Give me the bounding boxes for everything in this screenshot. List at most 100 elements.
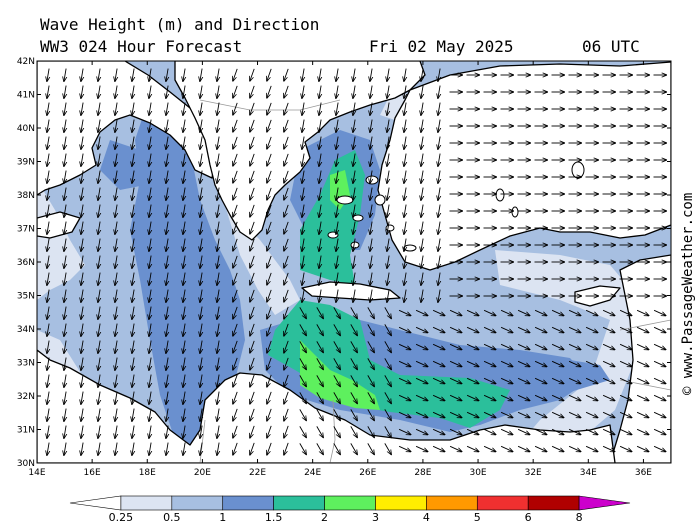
- direction-arrow: [115, 408, 117, 422]
- direction-arrow: [267, 272, 272, 285]
- direction-arrow: [619, 326, 632, 332]
- direction-arrow: [466, 394, 479, 400]
- direction-arrow: [200, 119, 202, 133]
- direction-arrow: [421, 85, 423, 99]
- direction-arrow: [115, 68, 117, 82]
- direction-arrow: [98, 153, 100, 167]
- direction-arrow: [333, 426, 341, 437]
- lon-tick-label: 24E: [304, 468, 321, 478]
- direction-arrow: [367, 392, 375, 403]
- direction-arrow: [98, 85, 100, 99]
- direction-arrow: [64, 340, 66, 354]
- direction-arrow: [284, 306, 289, 319]
- direction-arrow: [653, 309, 666, 315]
- direction-arrow: [387, 102, 389, 116]
- direction-arrow: [183, 306, 185, 320]
- direction-arrow: [350, 375, 358, 386]
- direction-arrow: [233, 85, 238, 98]
- direction-arrow: [81, 408, 83, 422]
- direction-arrow: [200, 374, 202, 388]
- direction-arrow: [267, 289, 272, 302]
- direction-arrow: [149, 374, 151, 388]
- direction-arrow: [250, 425, 255, 438]
- direction-arrow: [333, 324, 341, 335]
- direction-arrow: [166, 153, 168, 167]
- direction-arrow: [284, 323, 289, 336]
- direction-arrow: [370, 153, 372, 167]
- direction-arrow: [233, 289, 238, 302]
- direction-arrow: [149, 170, 151, 184]
- direction-arrow: [319, 68, 321, 82]
- direction-arrow: [166, 68, 168, 82]
- direction-arrow: [404, 187, 406, 201]
- direction-arrow: [387, 238, 389, 252]
- direction-arrow: [132, 204, 134, 218]
- direction-arrow: [387, 204, 389, 218]
- direction-arrow: [267, 357, 272, 370]
- direction-arrow: [132, 102, 134, 116]
- direction-arrow: [200, 323, 202, 337]
- direction-arrow: [81, 221, 83, 235]
- direction-arrow: [415, 445, 428, 451]
- direction-arrow: [47, 391, 49, 405]
- map-title: Wave Height (m) and Direction: [40, 15, 320, 34]
- direction-arrow: [217, 221, 219, 235]
- direction-arrow: [432, 309, 445, 315]
- direction-arrow: [500, 309, 513, 315]
- direction-arrow: [267, 68, 272, 81]
- direction-arrow: [217, 255, 219, 269]
- legend-label: 0.25: [109, 511, 134, 524]
- direction-arrow: [333, 409, 341, 420]
- direction-arrow: [149, 187, 151, 201]
- direction-arrow: [387, 187, 389, 201]
- direction-arrow: [183, 323, 185, 337]
- direction-arrow: [384, 324, 392, 335]
- direction-arrow: [336, 187, 338, 201]
- legend-label: 3: [372, 511, 379, 524]
- direction-arrow: [653, 343, 666, 349]
- direction-arrow: [149, 357, 151, 371]
- direction-arrow: [267, 340, 272, 353]
- direction-arrow: [217, 442, 219, 456]
- lat-tick-label: 38N: [17, 191, 35, 201]
- direction-arrow: [404, 238, 406, 252]
- direction-arrow: [233, 221, 238, 234]
- direction-arrow: [233, 442, 238, 455]
- lon-tick-label: 16E: [84, 468, 101, 478]
- direction-arrow: [534, 326, 547, 332]
- direction-arrow: [415, 309, 428, 315]
- direction-arrow: [534, 394, 547, 400]
- direction-arrow: [602, 394, 615, 400]
- direction-arrow: [653, 394, 666, 400]
- direction-arrow: [217, 187, 219, 201]
- direction-arrow: [653, 360, 666, 366]
- direction-arrow: [166, 238, 168, 252]
- direction-arrow: [284, 408, 289, 421]
- direction-arrow: [585, 309, 598, 315]
- direction-arrow: [299, 358, 307, 369]
- direction-arrow: [636, 445, 649, 451]
- direction-arrow: [319, 119, 321, 133]
- direction-arrow: [404, 289, 406, 303]
- direction-arrow: [319, 102, 321, 116]
- direction-arrow: [132, 68, 134, 82]
- direction-arrow: [132, 170, 134, 184]
- direction-arrow: [200, 289, 202, 303]
- direction-arrow: [568, 360, 581, 366]
- direction-arrow: [115, 374, 117, 388]
- direction-arrow: [449, 445, 462, 451]
- lat-tick-label: 32N: [17, 392, 35, 402]
- direction-arrow: [636, 411, 649, 417]
- direction-arrow: [115, 85, 117, 99]
- direction-arrow: [387, 85, 389, 99]
- direction-arrow: [350, 341, 358, 352]
- direction-arrow: [438, 221, 440, 235]
- direction-arrow: [250, 221, 255, 234]
- direction-arrow: [200, 272, 202, 286]
- direction-arrow: [98, 442, 100, 456]
- direction-arrow: [449, 309, 462, 315]
- direction-arrow: [517, 343, 530, 349]
- direction-arrow: [336, 272, 338, 286]
- direction-arrow: [64, 408, 66, 422]
- direction-arrow: [585, 343, 598, 349]
